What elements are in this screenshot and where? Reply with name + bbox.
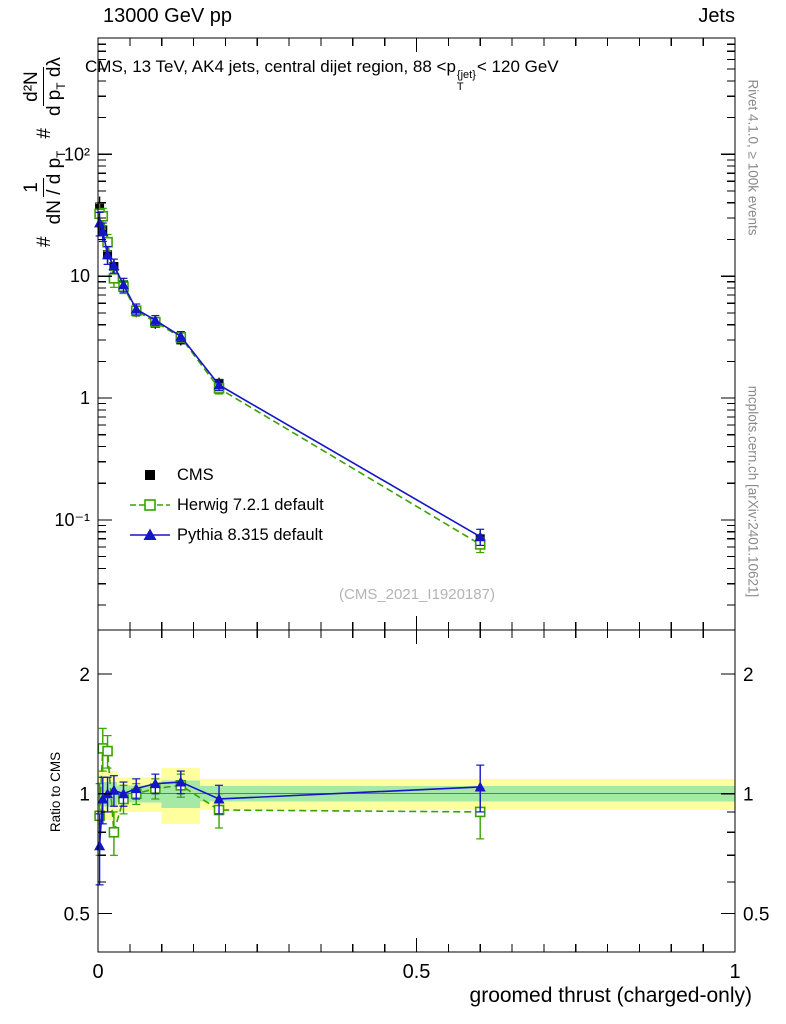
- analysis-id-watermark: (CMS_2021_I1920187): [339, 586, 495, 603]
- x-axis-label: groomed thrust (charged-only): [469, 984, 752, 1007]
- plot-title: CMS, 13 TeV, AK4 jets, central dijet reg…: [85, 57, 559, 93]
- ratio-axis-label: Ratio to CMS: [48, 751, 63, 833]
- ratio-ytick-label-left: 1: [79, 785, 90, 806]
- herwig-marker-icon: [130, 499, 170, 511]
- y-axis-label: # 1 dN / d pT # d²N d pT dλ: [8, 32, 82, 272]
- ratio-ytick-label-right: 0.5: [743, 904, 769, 925]
- plot-title-suffix: < 120 GeV: [476, 57, 559, 76]
- legend-label-pythia: Pythia 8.315 default: [177, 525, 323, 544]
- plot-title-text: CMS, 13 TeV, AK4 jets, central dijet reg…: [85, 57, 456, 76]
- frac1-numerator: 1: [21, 178, 45, 197]
- legend-label-herwig: Herwig 7.2.1 default: [177, 495, 324, 514]
- frac1-denominator: dN / d pT: [44, 151, 68, 225]
- frac2-numerator: d²N: [21, 67, 45, 106]
- tick-labels: 10² 10 1 10⁻¹ 2 2 1 1 0.5 0.5 0 0.5 1: [54, 144, 769, 983]
- cms-marker-rect: [145, 470, 155, 480]
- legend: CMS Herwig 7.2.1 default Pythia 8.315 de…: [128, 460, 324, 550]
- ratio-bands: [98, 768, 736, 824]
- ratio-ytick-label-right: 2: [743, 665, 754, 686]
- beam-energy-label: 13000 GeV pp: [103, 5, 232, 27]
- plot-title-sub: T: [456, 80, 464, 93]
- ratio-ytick-label-left: 0.5: [64, 904, 90, 925]
- xtick-label: 1: [729, 961, 740, 983]
- main-ytick-label: 1: [80, 388, 90, 408]
- frac2-denominator: d pT dλ: [44, 57, 68, 116]
- legend-item-cms: CMS: [128, 460, 324, 490]
- xtick-label: 0.5: [403, 961, 431, 983]
- frac1-den-text: dN / d p: [44, 157, 66, 225]
- herwig-marker-rect: [144, 499, 156, 511]
- frac2-den-text: d p: [44, 89, 66, 117]
- pythia-marker-triangle: [143, 528, 157, 540]
- y-axis-hash-1: #: [34, 236, 55, 247]
- main-ytick-label: 10: [70, 266, 90, 286]
- ratio-ytick-label-left: 2: [79, 665, 90, 686]
- ratio-ytick-label-right: 1: [743, 785, 754, 806]
- legend-item-pythia: Pythia 8.315 default: [128, 520, 324, 550]
- main-series-pythia: [94, 211, 486, 547]
- rivet-version-note: Rivet 4.1.0, ≥ 100k events: [745, 79, 761, 236]
- y-axis-hash-2: #: [34, 128, 55, 139]
- pt-sup-sub: {jet} T: [456, 69, 476, 93]
- analysis-group-label: Jets: [698, 5, 735, 27]
- plot-title-sup: {jet}: [456, 69, 476, 81]
- axis-ticks: [97, 38, 736, 952]
- y-axis-frac-2: d²N d pT dλ: [21, 57, 68, 116]
- cms-marker-icon: [145, 470, 155, 480]
- legend-item-herwig: Herwig 7.2.1 default: [128, 490, 324, 520]
- frac2-den-post: dλ: [44, 57, 66, 83]
- legend-label-cms: CMS: [177, 465, 214, 484]
- xtick-label: 0: [92, 961, 103, 983]
- frac1-den-sub: T: [55, 150, 69, 158]
- mcplots-arxiv-note: mcplots.cern.ch [arXiv:2401.10621]: [745, 385, 761, 598]
- y-axis-frac-1: 1 dN / d pT: [21, 151, 68, 225]
- pythia-marker-icon: [130, 528, 170, 540]
- main-ytick-label: 10⁻¹: [54, 510, 90, 530]
- frac2-den-sub: T: [55, 82, 69, 90]
- main-ytick-label: 10²: [64, 144, 90, 164]
